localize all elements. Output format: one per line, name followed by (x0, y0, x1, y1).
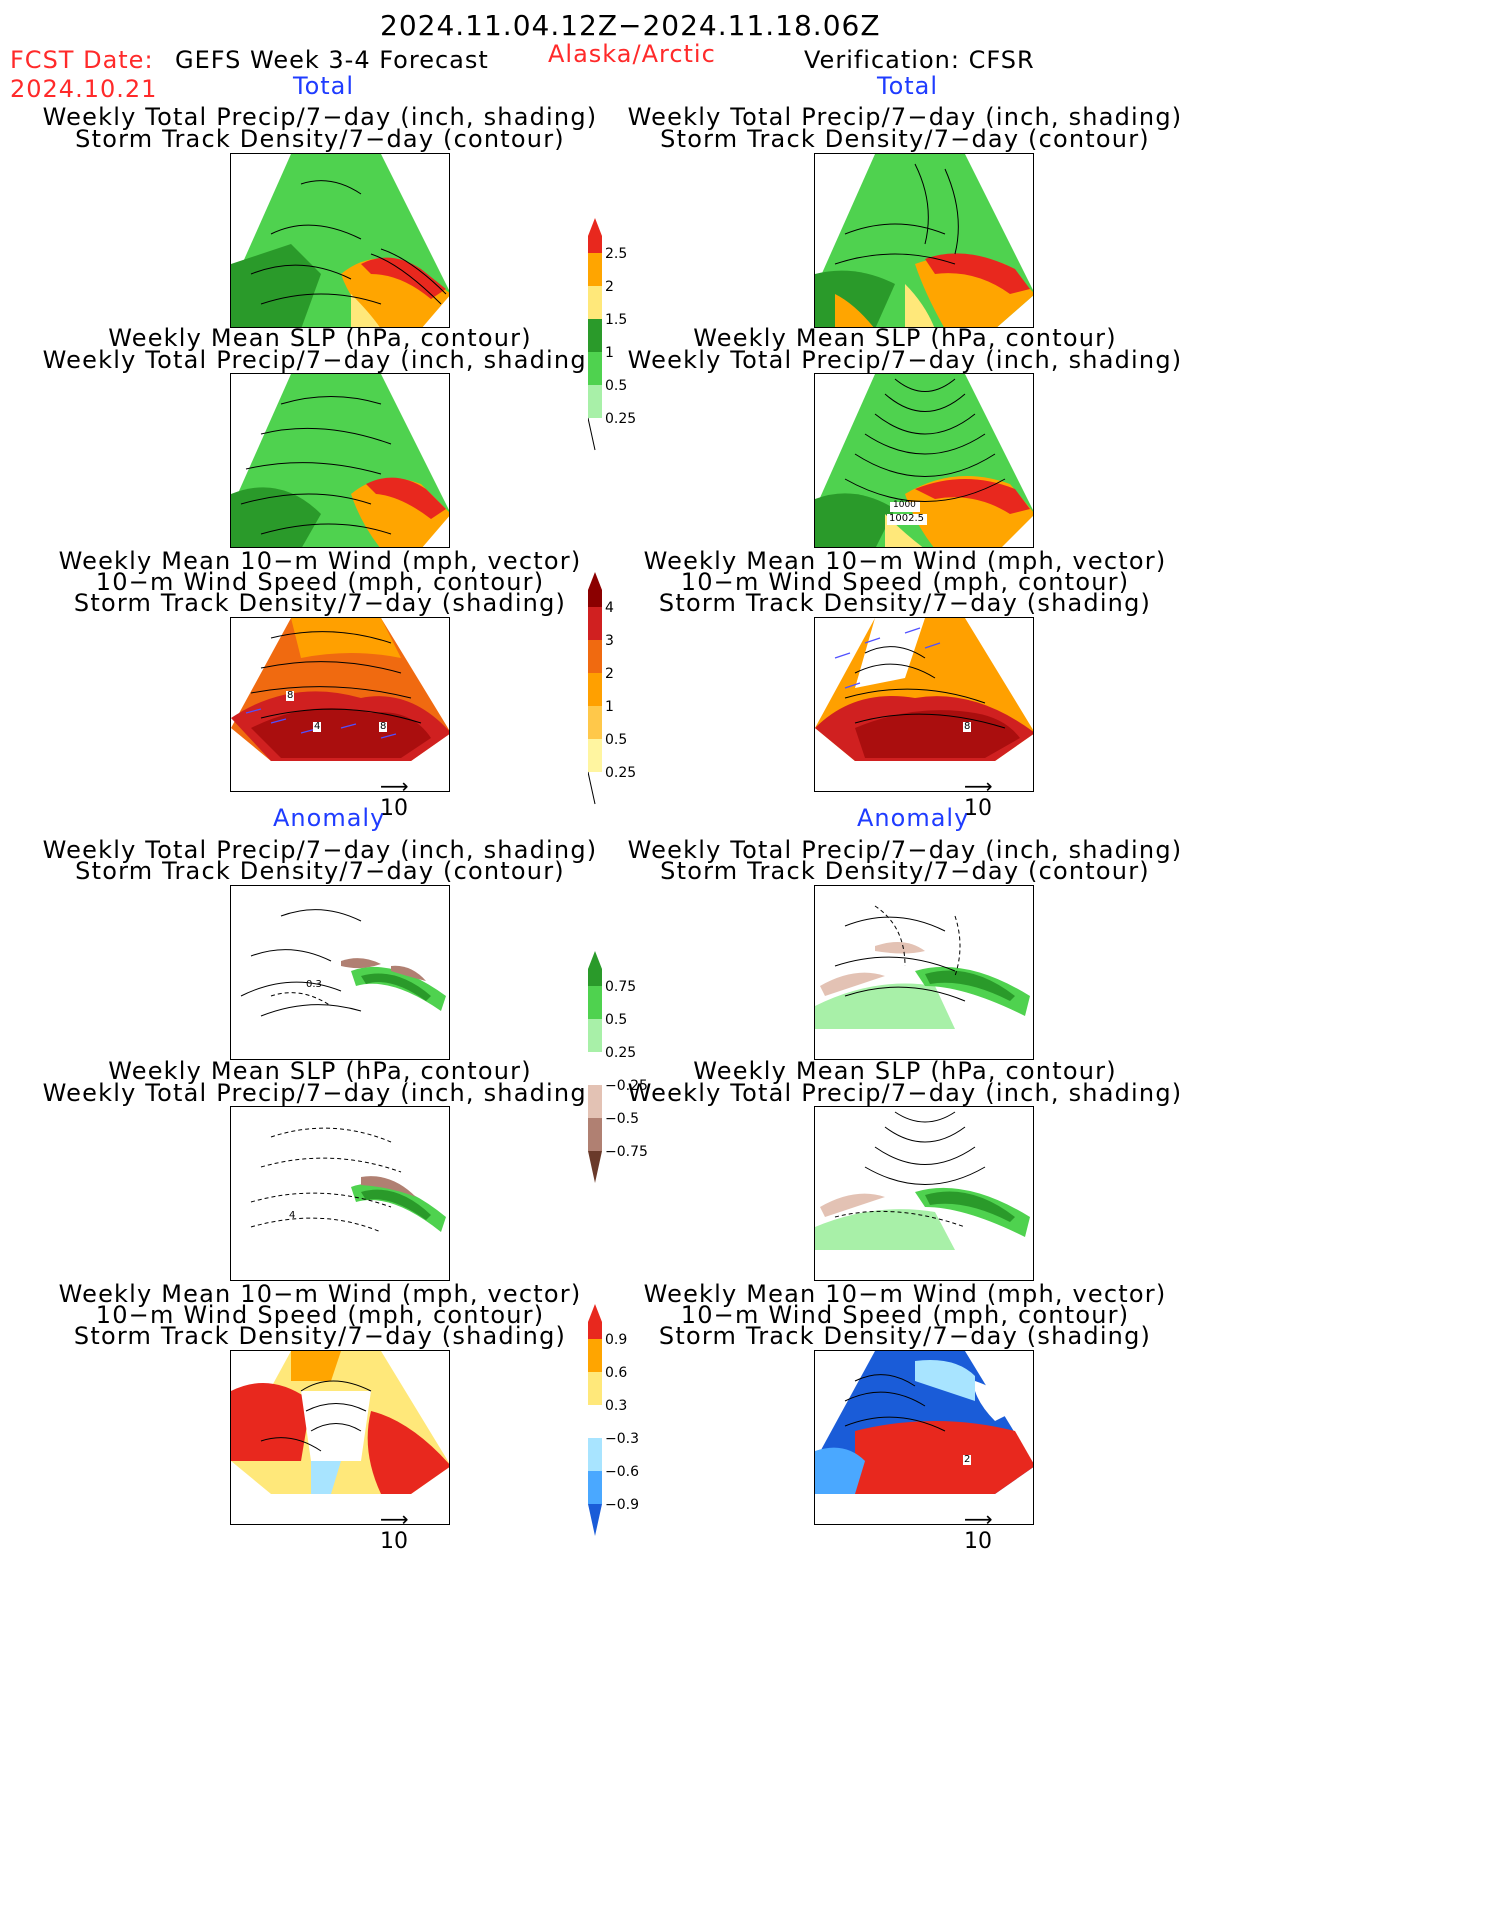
caption-right-precip-1: Weekly Total Precip/7−day (inch, shading… (627, 103, 1183, 131)
map-anom-precip-verification (814, 885, 1034, 1060)
caption-left-slp-2: Weekly Total Precip/7−day (inch, shading… (42, 346, 598, 374)
caption-left-precip-2: Storm Track Density/7−day (contour) (75, 125, 565, 153)
caption-left-awind-3: Storm Track Density/7−day (shading) (73, 1322, 567, 1350)
vector-ref-right-total: ⟶ 10 (964, 776, 993, 821)
caption-left-aprecip-2: Storm Track Density/7−day (contour) (75, 857, 565, 885)
label-left-anom-precip: 0.3 (306, 979, 322, 990)
map-total-precip-forecast (230, 153, 450, 328)
tick-label: −0.5 (605, 1111, 639, 1127)
caption-right-wind-2: 10−m Wind Speed (mph, contour) (680, 568, 1130, 596)
tick-label: 0.75 (605, 979, 637, 995)
caption-right-aslp-1: Weekly Mean SLP (hPa, contour) (693, 1057, 1117, 1085)
caption-right-slp-1: Weekly Mean SLP (hPa, contour) (693, 324, 1117, 352)
tick-label: 0.9 (605, 1332, 628, 1348)
section-total-left: Total (293, 72, 355, 100)
right-arrow-icon: ⟶ (380, 1507, 409, 1531)
caption-left-aslp-1: Weekly Mean SLP (hPa, contour) (108, 1057, 532, 1085)
colorbar-precip-anomaly: 0.75 0.5 0.25 −0.25 −0.5 −0.75 (588, 951, 658, 1186)
caption-right-slp-2: Weekly Total Precip/7−day (inch, shading… (627, 346, 1183, 374)
map-slp-precip-verification: 1000 1002.5 (814, 373, 1034, 548)
caption-left-wind-1: Weekly Mean 10−m Wind (mph, vector) (58, 547, 582, 575)
caption-left-aprecip-1: Weekly Total Precip/7−day (inch, shading… (42, 836, 598, 864)
verification-title: Verification: CFSR (804, 46, 1035, 74)
vector-ref-right-anom: ⟶ 10 (964, 1509, 993, 1554)
map-slp-precip-forecast (230, 373, 450, 548)
label-right-wind-8: 8 (963, 721, 972, 732)
tick-label: 0.5 (605, 1012, 628, 1028)
model-title: GEFS Week 3-4 Forecast (175, 46, 489, 74)
label-left-wind-8b: 8 (379, 721, 388, 732)
tick-label: 0.5 (605, 732, 628, 748)
fcst-date-value: 2024.10.21 (10, 75, 158, 103)
tick-label: 3 (605, 633, 614, 649)
vector-ref-label: 10 (964, 1529, 992, 1554)
caption-right-precip-2: Storm Track Density/7−day (contour) (660, 125, 1150, 153)
tick-label: −0.25 (605, 1078, 648, 1094)
label-left-wind-8a: 8 (286, 690, 295, 701)
tick-label: 0.5 (605, 378, 628, 394)
map-total-precip-verification (814, 153, 1034, 328)
vector-ref-left-anom: ⟶ 10 (380, 1509, 409, 1554)
caption-right-awind-3: Storm Track Density/7−day (shading) (658, 1322, 1152, 1350)
tick-label: 0.3 (605, 1398, 628, 1414)
map-anom-precip-forecast: 0.3 (230, 885, 450, 1060)
caption-right-aprecip-1: Weekly Total Precip/7−day (inch, shading… (627, 836, 1183, 864)
caption-left-aslp-2: Weekly Total Precip/7−day (inch, shading… (42, 1079, 598, 1107)
caption-right-awind-1: Weekly Mean 10−m Wind (mph, vector) (643, 1280, 1167, 1308)
section-total-right: Total (877, 72, 939, 100)
caption-left-awind-2: 10−m Wind Speed (mph, contour) (95, 1301, 545, 1329)
colorbar-storm-total: 4 3 2 1 0.5 0.25 (588, 572, 648, 807)
map-wind-storm-forecast: 8 4 8 (230, 617, 450, 792)
tick-label: 0.6 (605, 1365, 628, 1381)
vector-ref-label: 10 (964, 796, 992, 821)
label-right-anom-wind: 2 (963, 1454, 972, 1465)
tick-label: −0.6 (605, 1464, 639, 1480)
tick-label: 1.5 (605, 312, 628, 328)
caption-left-slp-1: Weekly Mean SLP (hPa, contour) (108, 324, 532, 352)
vector-ref-label: 10 (380, 1529, 408, 1554)
tick-label: 0.25 (605, 765, 637, 781)
vector-ref-label: 10 (380, 796, 408, 821)
right-arrow-icon: ⟶ (964, 1507, 993, 1531)
tick-label: 1 (605, 345, 614, 361)
label-left-wind-4: 4 (313, 721, 322, 732)
tick-label: 2 (605, 279, 614, 295)
tick-label: 0.25 (605, 411, 637, 427)
colorbar-storm-anomaly: 0.9 0.6 0.3 −0.3 −0.6 −0.9 (588, 1304, 658, 1539)
map-wind-storm-verification: 8 (814, 617, 1034, 792)
map-anom-slp-forecast: 4 (230, 1106, 450, 1281)
caption-right-wind-1: Weekly Mean 10−m Wind (mph, vector) (643, 547, 1167, 575)
label-right-slp-10025: 1002.5 (889, 513, 924, 524)
map-anom-wind-storm-forecast (230, 1350, 450, 1525)
caption-left-awind-1: Weekly Mean 10−m Wind (mph, vector) (58, 1280, 582, 1308)
tick-label: 2.5 (605, 246, 628, 262)
tick-label: 1 (605, 699, 614, 715)
map-anom-wind-storm-verification: 2 (814, 1350, 1034, 1525)
label-left-anom-slp: 4 (289, 1210, 296, 1221)
caption-right-awind-2: 10−m Wind Speed (mph, contour) (680, 1301, 1130, 1329)
fcst-date-label: FCST Date: (10, 46, 154, 74)
tick-label: 2 (605, 666, 614, 682)
caption-left-precip-1: Weekly Total Precip/7−day (inch, shading… (42, 103, 598, 131)
caption-right-wind-3: Storm Track Density/7−day (shading) (658, 589, 1152, 617)
date-range: 2024.11.04.12Z−2024.11.18.06Z (380, 9, 881, 42)
colorbar-precip-total: 2.5 2 1.5 1 0.5 0.25 (588, 218, 648, 453)
region-title: Alaska/Arctic (548, 40, 716, 68)
section-anomaly-left: Anomaly (273, 804, 386, 832)
caption-left-wind-3: Storm Track Density/7−day (shading) (73, 589, 567, 617)
caption-left-wind-2: 10−m Wind Speed (mph, contour) (95, 568, 545, 596)
right-arrow-icon: ⟶ (964, 774, 993, 798)
tick-label: 0.25 (605, 1045, 637, 1061)
label-right-slp-1000: 1000 (893, 500, 916, 510)
right-arrow-icon: ⟶ (380, 774, 409, 798)
caption-right-aslp-2: Weekly Total Precip/7−day (inch, shading… (627, 1079, 1183, 1107)
map-anom-slp-verification (814, 1106, 1034, 1281)
vector-ref-left-total: ⟶ 10 (380, 776, 409, 821)
tick-label: −0.75 (605, 1144, 648, 1160)
caption-right-aprecip-2: Storm Track Density/7−day (contour) (660, 857, 1150, 885)
tick-label: −0.3 (605, 1431, 639, 1447)
tick-label: 4 (605, 600, 614, 616)
section-anomaly-right: Anomaly (857, 804, 970, 832)
tick-label: −0.9 (605, 1497, 639, 1513)
